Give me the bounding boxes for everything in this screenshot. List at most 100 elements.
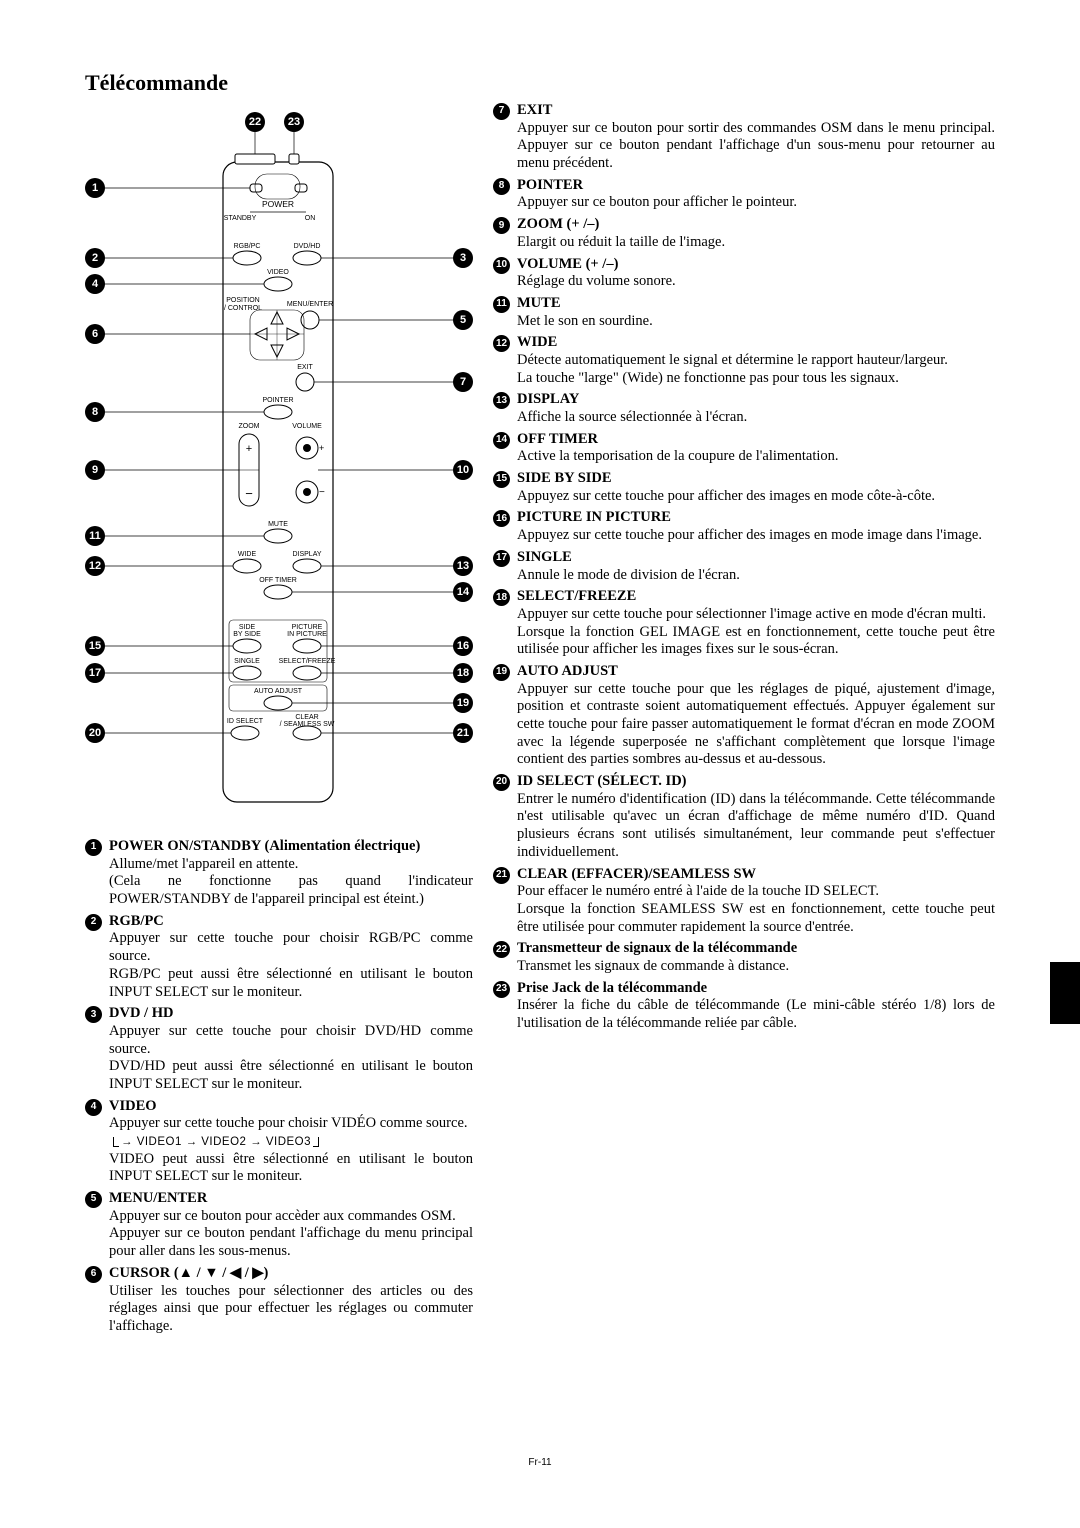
entry-num-11: 11 (493, 296, 510, 313)
callout-4: 4 (85, 274, 105, 294)
entry-heading-16: PICTURE IN PICTURE (517, 509, 671, 525)
callout-9: 9 (85, 460, 105, 480)
svg-text:EXIT: EXIT (297, 364, 313, 371)
entry-6: 6CURSOR (▲ / ▼ / ◀ / ▶)Utiliser les touc… (85, 1265, 473, 1336)
entry-heading-7: EXIT (517, 102, 552, 118)
entry-num-9: 9 (493, 217, 510, 234)
callout-6: 6 (85, 324, 105, 344)
callout-19: 19 (453, 693, 473, 713)
entry-heading-19: AUTO ADJUST (517, 663, 618, 679)
svg-text:DISPLAY: DISPLAY (292, 551, 321, 558)
entry-num-19: 19 (493, 664, 510, 681)
svg-text:ID SELECT: ID SELECT (227, 718, 264, 725)
right-entries: 7EXITAppuyer sur ce bouton pour sortir d… (493, 102, 995, 1033)
callout-22: 22 (245, 112, 265, 132)
entry-num-15: 15 (493, 471, 510, 488)
entry-3: 3DVD / HDAppuyer sur cette touche pour c… (85, 1005, 473, 1093)
svg-text:SELECT/FREEZE: SELECT/FREEZE (279, 658, 336, 665)
entry-heading-14: OFF TIMER (517, 431, 598, 447)
entry-heading-8: POINTER (517, 177, 583, 193)
entry-num-17: 17 (493, 550, 510, 567)
entry-num-22: 22 (493, 941, 510, 958)
entry-10: 10VOLUME (+ /–)Réglage du volume sonore. (493, 256, 995, 291)
entry-num-18: 18 (493, 589, 510, 606)
label-power: POWER (262, 199, 294, 209)
entry-num-12: 12 (493, 335, 510, 352)
entry-num-14: 14 (493, 432, 510, 449)
entry-9: 9ZOOM (+ /–)Elargit ou réduit la taille … (493, 216, 995, 251)
entry-1: 1 POWER ON/STANDBY (Alimentation électriq… (85, 838, 473, 909)
entry-5: 5MENU/ENTERAppuyer sur ce bouton pour ac… (85, 1190, 473, 1261)
entry-2: 2RGB/PCAppuyer sur cette touche pour cho… (85, 913, 473, 1001)
entry-heading-9: ZOOM (+ /–) (517, 216, 599, 232)
svg-text:BY SIDE: BY SIDE (233, 631, 261, 638)
svg-text:RGB/PC: RGB/PC (234, 243, 261, 250)
callout-16: 16 (453, 636, 473, 656)
remote-diagram: POWER STANDBY ON RGB/PC DVD/HD VIDEO POS… (85, 102, 473, 838)
video-sequence: → VIDEO1 → VIDEO2 → VIDEO3 (113, 1135, 319, 1149)
entry-heading-6: CURSOR (▲ / ▼ / ◀ / ▶) (109, 1265, 268, 1281)
entry-heading-23: Prise Jack de la télécommande (517, 980, 707, 996)
entry-num-23: 23 (493, 981, 510, 998)
entry-heading-3: DVD / HD (109, 1005, 173, 1021)
callout-23: 23 (284, 112, 304, 132)
entry-num-21: 21 (493, 867, 510, 884)
entry-heading-13: DISPLAY (517, 391, 579, 407)
entry-heading-18: SELECT/FREEZE (517, 588, 636, 604)
callout-14: 14 (453, 582, 473, 602)
entry-heading-2: RGB/PC (109, 913, 164, 929)
svg-text:−: − (245, 486, 253, 501)
entry-heading-4: VIDEO (109, 1098, 157, 1114)
svg-text:PICTURE: PICTURE (292, 624, 323, 631)
svg-text:MENU/ENTER: MENU/ENTER (287, 301, 333, 308)
entry-num-10: 10 (493, 257, 510, 274)
entry-heading-12: WIDE (517, 334, 557, 350)
label-on: ON (305, 215, 316, 222)
svg-text:POINTER: POINTER (262, 397, 293, 404)
entry-heading-21: CLEAR (EFFACER)/SEAMLESS SW (517, 866, 756, 882)
entry-12: 12WIDEDétecte automatiquement le signal … (493, 334, 995, 387)
entry-heading-15: SIDE BY SIDE (517, 470, 612, 486)
entry-num-13: 13 (493, 392, 510, 409)
content-columns: POWER STANDBY ON RGB/PC DVD/HD VIDEO POS… (85, 102, 995, 1340)
callout-15: 15 (85, 636, 105, 656)
callout-17: 17 (85, 663, 105, 683)
entry-4: 4VIDEOAppuyer sur cette touche pour choi… (85, 1098, 473, 1186)
entry-21: 21CLEAR (EFFACER)/SEAMLESS SWPour efface… (493, 866, 995, 937)
callout-2: 2 (85, 248, 105, 268)
svg-text:WIDE: WIDE (238, 551, 257, 558)
entry-num-4: 4 (85, 1099, 102, 1116)
entry-20: 20ID SELECT (SÉLECT. ID)Entrer le numéro… (493, 773, 995, 861)
left-column: POWER STANDBY ON RGB/PC DVD/HD VIDEO POS… (85, 102, 473, 1340)
callout-11: 11 (85, 526, 105, 546)
entry-19: 19AUTO ADJUSTAppuyer sur cette touche po… (493, 663, 995, 769)
callout-8: 8 (85, 402, 105, 422)
entry-13: 13DISPLAYAffiche la source sélectionnée … (493, 391, 995, 426)
callout-7: 7 (453, 372, 473, 392)
entry-num-3: 3 (85, 1006, 102, 1023)
entry-num-8: 8 (493, 178, 510, 195)
entry-17: 17SINGLEAnnule le mode de division de l'… (493, 549, 995, 584)
entry-8: 8POINTERAppuyer sur ce bouton pour affic… (493, 177, 995, 212)
svg-text:DVD/HD: DVD/HD (294, 243, 321, 250)
remote-svg: POWER STANDBY ON RGB/PC DVD/HD VIDEO POS… (85, 102, 473, 838)
label-standby: STANDBY (224, 215, 257, 222)
entry-num-7: 7 (493, 103, 510, 120)
svg-text:VOLUME: VOLUME (292, 423, 322, 430)
callout-21: 21 (453, 723, 473, 743)
callout-5: 5 (453, 310, 473, 330)
svg-text:IN PICTURE: IN PICTURE (287, 631, 327, 638)
entry-18: 18SELECT/FREEZEAppuyer sur cette touche … (493, 588, 995, 659)
svg-text:OFF TIMER: OFF TIMER (259, 577, 297, 584)
side-tab (1050, 962, 1080, 1024)
svg-text:VIDEO: VIDEO (267, 269, 289, 276)
callout-3: 3 (453, 248, 473, 268)
svg-text:SIDE: SIDE (239, 624, 256, 631)
entry-heading-11: MUTE (517, 295, 561, 311)
entry-heading-17: SINGLE (517, 549, 572, 565)
entry-heading-1: POWER ON/STANDBY (Alimentation électriqu… (109, 838, 420, 854)
callout-10: 10 (453, 460, 473, 480)
svg-text:MUTE: MUTE (268, 521, 288, 528)
entry-num-1: 1 (85, 839, 102, 856)
entry-heading-20: ID SELECT (SÉLECT. ID) (517, 773, 687, 789)
